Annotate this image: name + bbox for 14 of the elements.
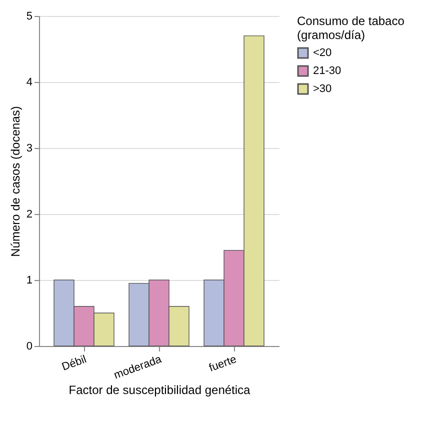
x-tick-label: fuerte (208, 354, 238, 374)
legend-label: 21-30 (313, 65, 342, 77)
legend-label: >30 (313, 83, 332, 95)
legend-label: <20 (313, 47, 332, 59)
y-axis-title: Número de casos (docenas) (8, 106, 22, 257)
y-tick-label: 0 (26, 340, 32, 352)
y-tick-label: 2 (26, 208, 32, 220)
legend-title: Consumo de tabaco (gramos/día) (297, 14, 405, 42)
y-tick-label: 3 (26, 142, 32, 154)
x-axis-title: Factor de susceptibilidad genética (68, 382, 251, 397)
y-tick-label: 4 (26, 76, 32, 88)
x-tick-label: Débil (60, 354, 88, 374)
y-tick-label: 5 (26, 10, 32, 22)
y-tick-label: 1 (26, 274, 32, 286)
